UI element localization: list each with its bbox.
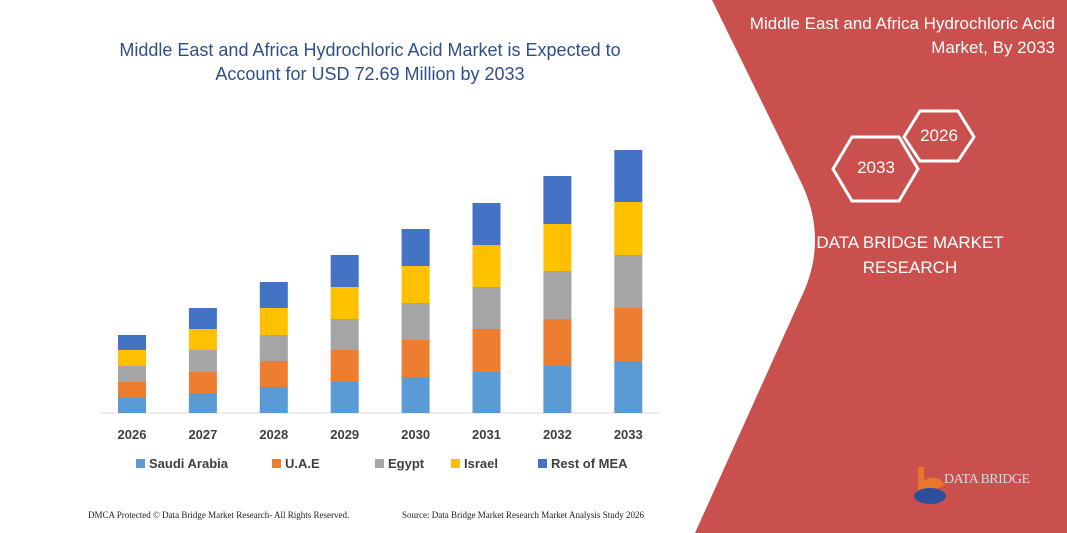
x-tick-label: 2031 — [472, 427, 501, 442]
bar-segment-2028-rest-of-mea — [259, 282, 288, 308]
bar-segment-2029-saudi-arabia — [330, 382, 359, 413]
bar-segment-2028-u-a-e — [259, 361, 288, 387]
footer-copyright: DMCA Protected © Data Bridge Market Rese… — [88, 510, 350, 520]
x-tick-label: 2028 — [259, 427, 288, 442]
x-tick-label: 2026 — [118, 427, 147, 442]
page-title: Middle East and Africa Hydrochloric Acid… — [119, 40, 621, 84]
bar-segment-2031-u-a-e — [472, 329, 501, 372]
legend-swatch-0 — [136, 459, 145, 468]
bar-segment-2026-u-a-e — [118, 382, 146, 398]
bar-segment-2029-israel — [330, 287, 359, 319]
bar-segment-2027-saudi-arabia — [188, 393, 217, 413]
bar-segment-2033-u-a-e — [614, 308, 643, 361]
bar-segment-2028-israel — [259, 308, 288, 335]
x-tick-label: 2032 — [543, 427, 572, 442]
bar-segment-2033-rest-of-mea — [614, 150, 643, 202]
bar-segment-2029-rest-of-mea — [330, 255, 359, 287]
logo-icon — [914, 467, 946, 504]
footer-source: Source: Data Bridge Market Research Mark… — [402, 510, 644, 520]
bar-segment-2030-saudi-arabia — [401, 377, 430, 413]
legend-label: U.A.E — [285, 456, 320, 471]
bar-segment-2028-egypt — [259, 335, 288, 361]
bar-segment-2027-rest-of-mea — [188, 308, 217, 329]
bar-segment-2032-rest-of-mea — [543, 176, 572, 224]
bar-segment-2032-saudi-arabia — [543, 366, 572, 413]
legend-swatch-3 — [451, 459, 460, 468]
bar-segment-2026-rest-of-mea — [118, 335, 146, 350]
bar-segment-2026-israel — [118, 350, 146, 366]
bar-segment-2027-egypt — [188, 350, 217, 372]
hexagon-2026 — [902, 109, 976, 163]
legend-swatch-1 — [272, 459, 281, 468]
bar-segment-2026-saudi-arabia — [118, 398, 146, 413]
bar-segment-2027-u-a-e — [188, 372, 217, 393]
bar-segment-2031-israel — [472, 245, 501, 287]
bar-segment-2026-egypt — [118, 366, 146, 382]
x-tick-label: 2029 — [330, 427, 359, 442]
bar-segment-2032-israel — [543, 224, 572, 271]
bar-segment-2033-israel — [614, 202, 643, 255]
x-tick-label: 2030 — [401, 427, 430, 442]
bar-segment-2033-saudi-arabia — [614, 361, 643, 413]
legend-label: Saudi Arabia — [149, 456, 229, 471]
bar-segment-2032-u-a-e — [543, 319, 572, 366]
bar-segment-2030-rest-of-mea — [401, 229, 430, 266]
bar-segment-2027-israel — [188, 329, 217, 350]
bar-segment-2031-saudi-arabia — [472, 372, 501, 413]
bar-segment-2033-egypt — [614, 255, 643, 308]
bar-segment-2032-egypt — [543, 271, 572, 319]
legend-label: Egypt — [388, 456, 425, 471]
x-tick-label: 2027 — [188, 427, 217, 442]
bar-segment-2030-egypt — [401, 303, 430, 340]
bar-segment-2030-israel — [401, 266, 430, 303]
hexagon-2033 — [831, 135, 920, 203]
legend-label: Israel — [464, 456, 498, 471]
logo-text: DATA BRIDGE — [944, 472, 1030, 487]
brand-name: DATA BRIDGE MARKET RESEARCH — [816, 233, 1004, 277]
legend-swatch-2 — [375, 459, 384, 468]
bar-segment-2030-u-a-e — [401, 340, 430, 377]
bar-segment-2028-saudi-arabia — [259, 387, 288, 413]
bar-segment-2031-egypt — [472, 287, 501, 329]
legend-swatch-4 — [538, 459, 547, 468]
hex-label-2033: 2033 — [857, 158, 895, 177]
bar-segment-2029-u-a-e — [330, 350, 359, 382]
side-panel-background — [695, 0, 1067, 533]
hex-label-2026: 2026 — [920, 126, 958, 145]
side-panel-title: Middle East and Africa Hydrochloric Acid… — [749, 14, 1055, 57]
bar-segment-2031-rest-of-mea — [472, 203, 501, 245]
x-tick-label: 2033 — [614, 427, 643, 442]
bar-segment-2029-egypt — [330, 319, 359, 350]
legend-label: Rest of MEA — [551, 456, 628, 471]
